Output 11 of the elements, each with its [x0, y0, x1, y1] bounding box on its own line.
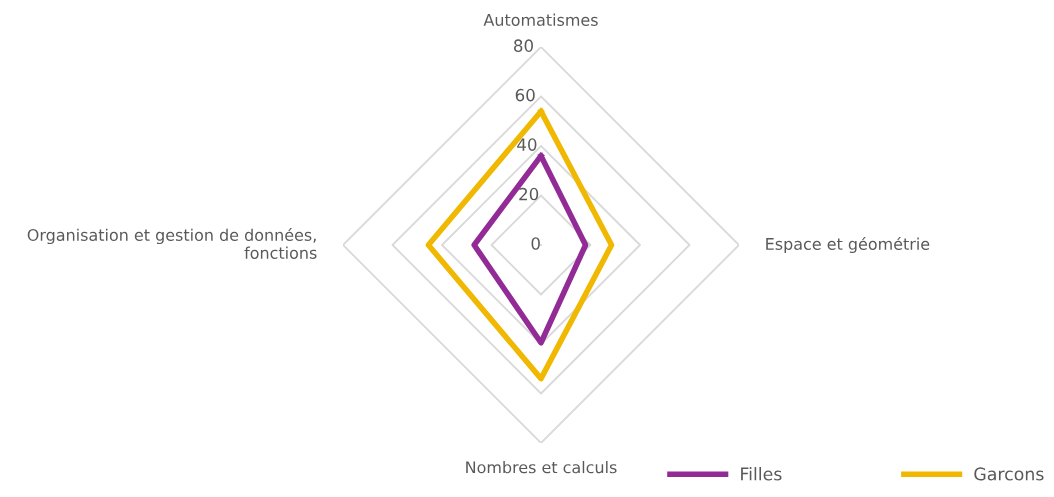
spoke-label: Automatismes	[483, 13, 598, 26]
y-tick-label: 60	[515, 88, 535, 102]
legend-label: Filles	[741, 467, 782, 481]
y-tick-label: 40	[517, 138, 537, 151]
y-tick-label: 0	[531, 237, 540, 250]
spoke-label: Organisation et gestion de données, fonctions	[27, 228, 317, 259]
y-tick-label: 20	[519, 187, 539, 201]
y-tick-label: 80	[514, 39, 533, 52]
legend-label: Garcons	[974, 467, 1044, 481]
spoke-label: Nombres et calculs	[466, 460, 617, 474]
spoke-label: Espace et géométrie	[766, 236, 930, 254]
